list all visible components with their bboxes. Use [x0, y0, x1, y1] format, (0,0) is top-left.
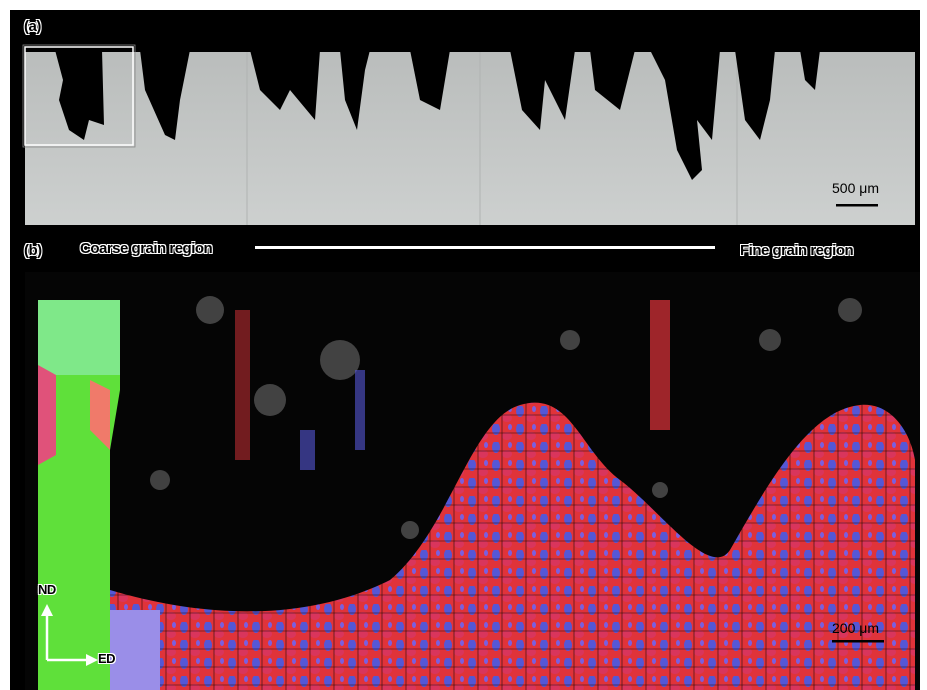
- region-divider-line: [255, 246, 715, 249]
- ed-axis-label: ED: [98, 651, 116, 666]
- nd-axis-label: ND: [38, 582, 56, 597]
- panel-b-label: (b): [24, 242, 42, 259]
- figure: (a) 500 μm (b) Coarse grain region Fine …: [10, 10, 920, 690]
- figure-graphics: [22, 44, 920, 690]
- nd-ed-axes-icon: [41, 604, 98, 666]
- panel-b-scale-bar: [832, 640, 884, 643]
- panel-b-ebsd-map: [25, 272, 920, 690]
- panel-a-scale-bar: [836, 204, 878, 207]
- panel-a-label: (a): [24, 18, 41, 35]
- panel-a-scale-text: 500 μm: [832, 180, 879, 196]
- panel-a-micrograph: [22, 44, 915, 225]
- coarse-grain-region-label: Coarse grain region: [80, 240, 213, 257]
- fine-grain-region-label: Fine grain region: [740, 242, 854, 259]
- panel-b-scale-text: 200 μm: [832, 620, 879, 636]
